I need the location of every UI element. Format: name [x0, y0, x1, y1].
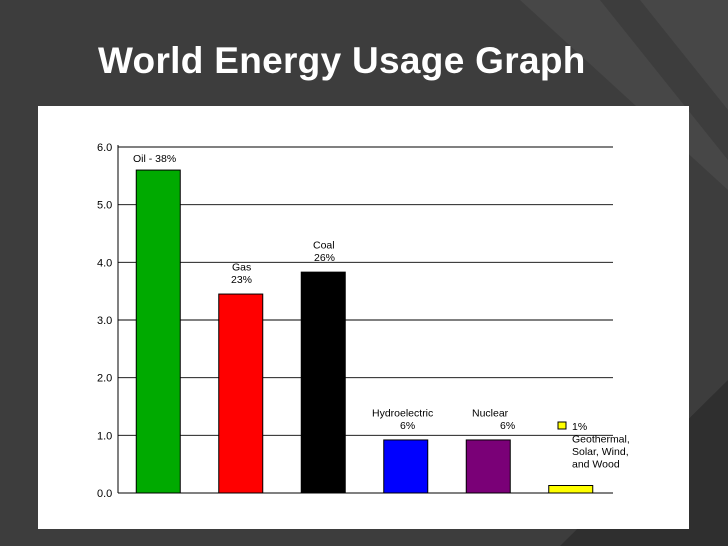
bar-5 [465, 439, 511, 494]
y-tick-label: 5.0 [97, 200, 112, 212]
y-tick-label: 0.0 [97, 488, 112, 500]
bar-annotation: Geothermal, [572, 434, 630, 446]
slide-title: World Energy Usage Graph [98, 40, 586, 81]
legend-swatch [557, 421, 567, 430]
y-tick-label: 3.0 [97, 315, 112, 327]
bar-annotation: 23% [231, 274, 252, 286]
y-tick-label: 4.0 [97, 257, 112, 269]
bar-annotation: Oil - 38% [133, 153, 176, 165]
chart-panel: 0.0 1.0 2.0 3.0 4.0 5.0 6.0 Oil - 38% Gas 23% Coal… [38, 106, 689, 529]
bar-annotation: Nuclear [472, 407, 509, 419]
bar-annotation: Solar, Wind, [572, 446, 629, 458]
bar-annotation: 6% [400, 420, 415, 432]
bar-annotation: Coal [313, 240, 335, 252]
bar-1 [135, 169, 181, 494]
y-tick-label: 2.0 [97, 373, 112, 385]
bar-2 [218, 293, 264, 494]
bar-annotation: Hydroelectric [372, 407, 433, 419]
bar-6 [548, 485, 594, 494]
y-tick-label: 6.0 [97, 142, 112, 154]
bar-4 [383, 439, 429, 494]
bar-annotation: Gas [232, 262, 251, 274]
bar-annotation: 6% [500, 420, 515, 432]
bar-annotation: and Wood [572, 459, 620, 471]
y-tick-label: 1.0 [97, 430, 112, 442]
bar-annotation: 26% [314, 252, 335, 264]
bar-annotation: 1% [572, 421, 587, 433]
bar-3 [300, 271, 346, 494]
